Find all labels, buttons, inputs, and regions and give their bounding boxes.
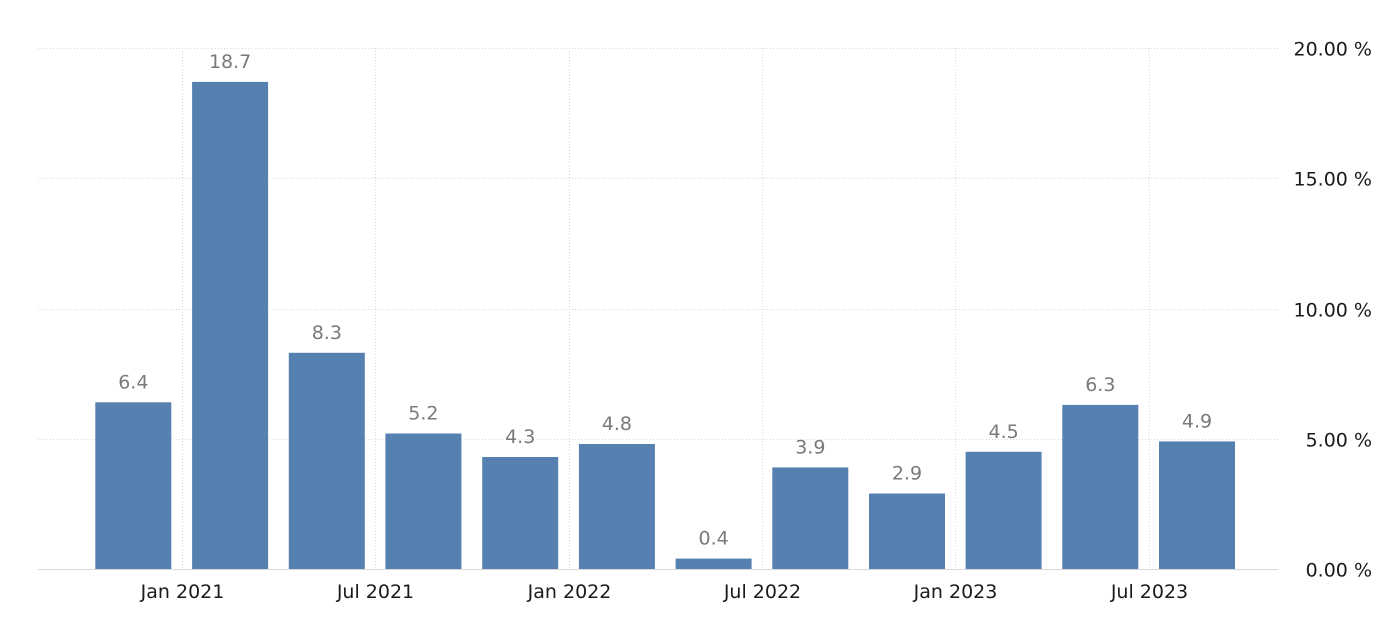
bar-1[interactable] (192, 81, 269, 570)
x-tick-label-0: Jan 2021 (140, 581, 225, 603)
bar-6[interactable] (675, 558, 752, 569)
x-tick-label-4: Jan 2023 (913, 581, 998, 603)
y-axis-ticks: 0.00 % 5.00 % 10.00 % 15.00 % 20.00 % (1294, 39, 1373, 582)
x-tick-label-5: Jul 2023 (1110, 581, 1188, 603)
data-label-4: 4.3 (505, 426, 535, 448)
bar-4[interactable] (482, 457, 559, 569)
data-label-0: 6.4 (118, 371, 148, 393)
bar-8[interactable] (869, 493, 945, 570)
x-tick-label-2: Jan 2022 (527, 581, 612, 603)
y-tick-label-0: 0.00 % (1306, 560, 1372, 582)
data-labels: 6.4 18.7 8.3 5.2 4.3 4.8 0.4 3.9 2.9 4.5 6.3 4.9 (118, 51, 1212, 550)
x-axis-ticks: Jan 2021 Jul 2021 Jan 2022 Jul 2022 Jan 2023… (140, 581, 1189, 603)
bar-11[interactable] (1159, 441, 1235, 569)
bar-0[interactable] (95, 402, 172, 569)
y-tick-label-4: 20.00 % (1294, 39, 1373, 61)
data-label-5: 4.8 (602, 413, 632, 435)
data-label-7: 3.9 (795, 436, 825, 458)
y-tick-label-2: 10.00 % (1294, 300, 1373, 322)
data-label-6: 0.4 (698, 528, 728, 550)
y-tick-label-3: 15.00 % (1294, 169, 1373, 191)
bar-10[interactable] (1062, 404, 1139, 569)
data-label-1: 18.7 (209, 51, 251, 73)
bar-7[interactable] (772, 467, 849, 569)
bar-3[interactable] (385, 433, 462, 570)
grid-lines (38, 48, 1278, 570)
data-label-10: 6.3 (1085, 374, 1115, 396)
data-label-2: 8.3 (312, 322, 342, 344)
bar-5[interactable] (578, 444, 655, 569)
bars (95, 81, 1235, 570)
bar-9[interactable] (965, 451, 1042, 569)
x-tick-label-3: Jul 2022 (723, 581, 801, 603)
data-label-3: 5.2 (408, 403, 438, 425)
data-label-9: 4.5 (988, 421, 1018, 443)
y-tick-label-1: 5.00 % (1306, 430, 1372, 452)
bar-2[interactable] (288, 352, 365, 569)
x-tick-label-1: Jul 2021 (336, 581, 414, 603)
data-label-8: 2.9 (892, 463, 922, 485)
data-label-11: 4.9 (1182, 410, 1212, 432)
